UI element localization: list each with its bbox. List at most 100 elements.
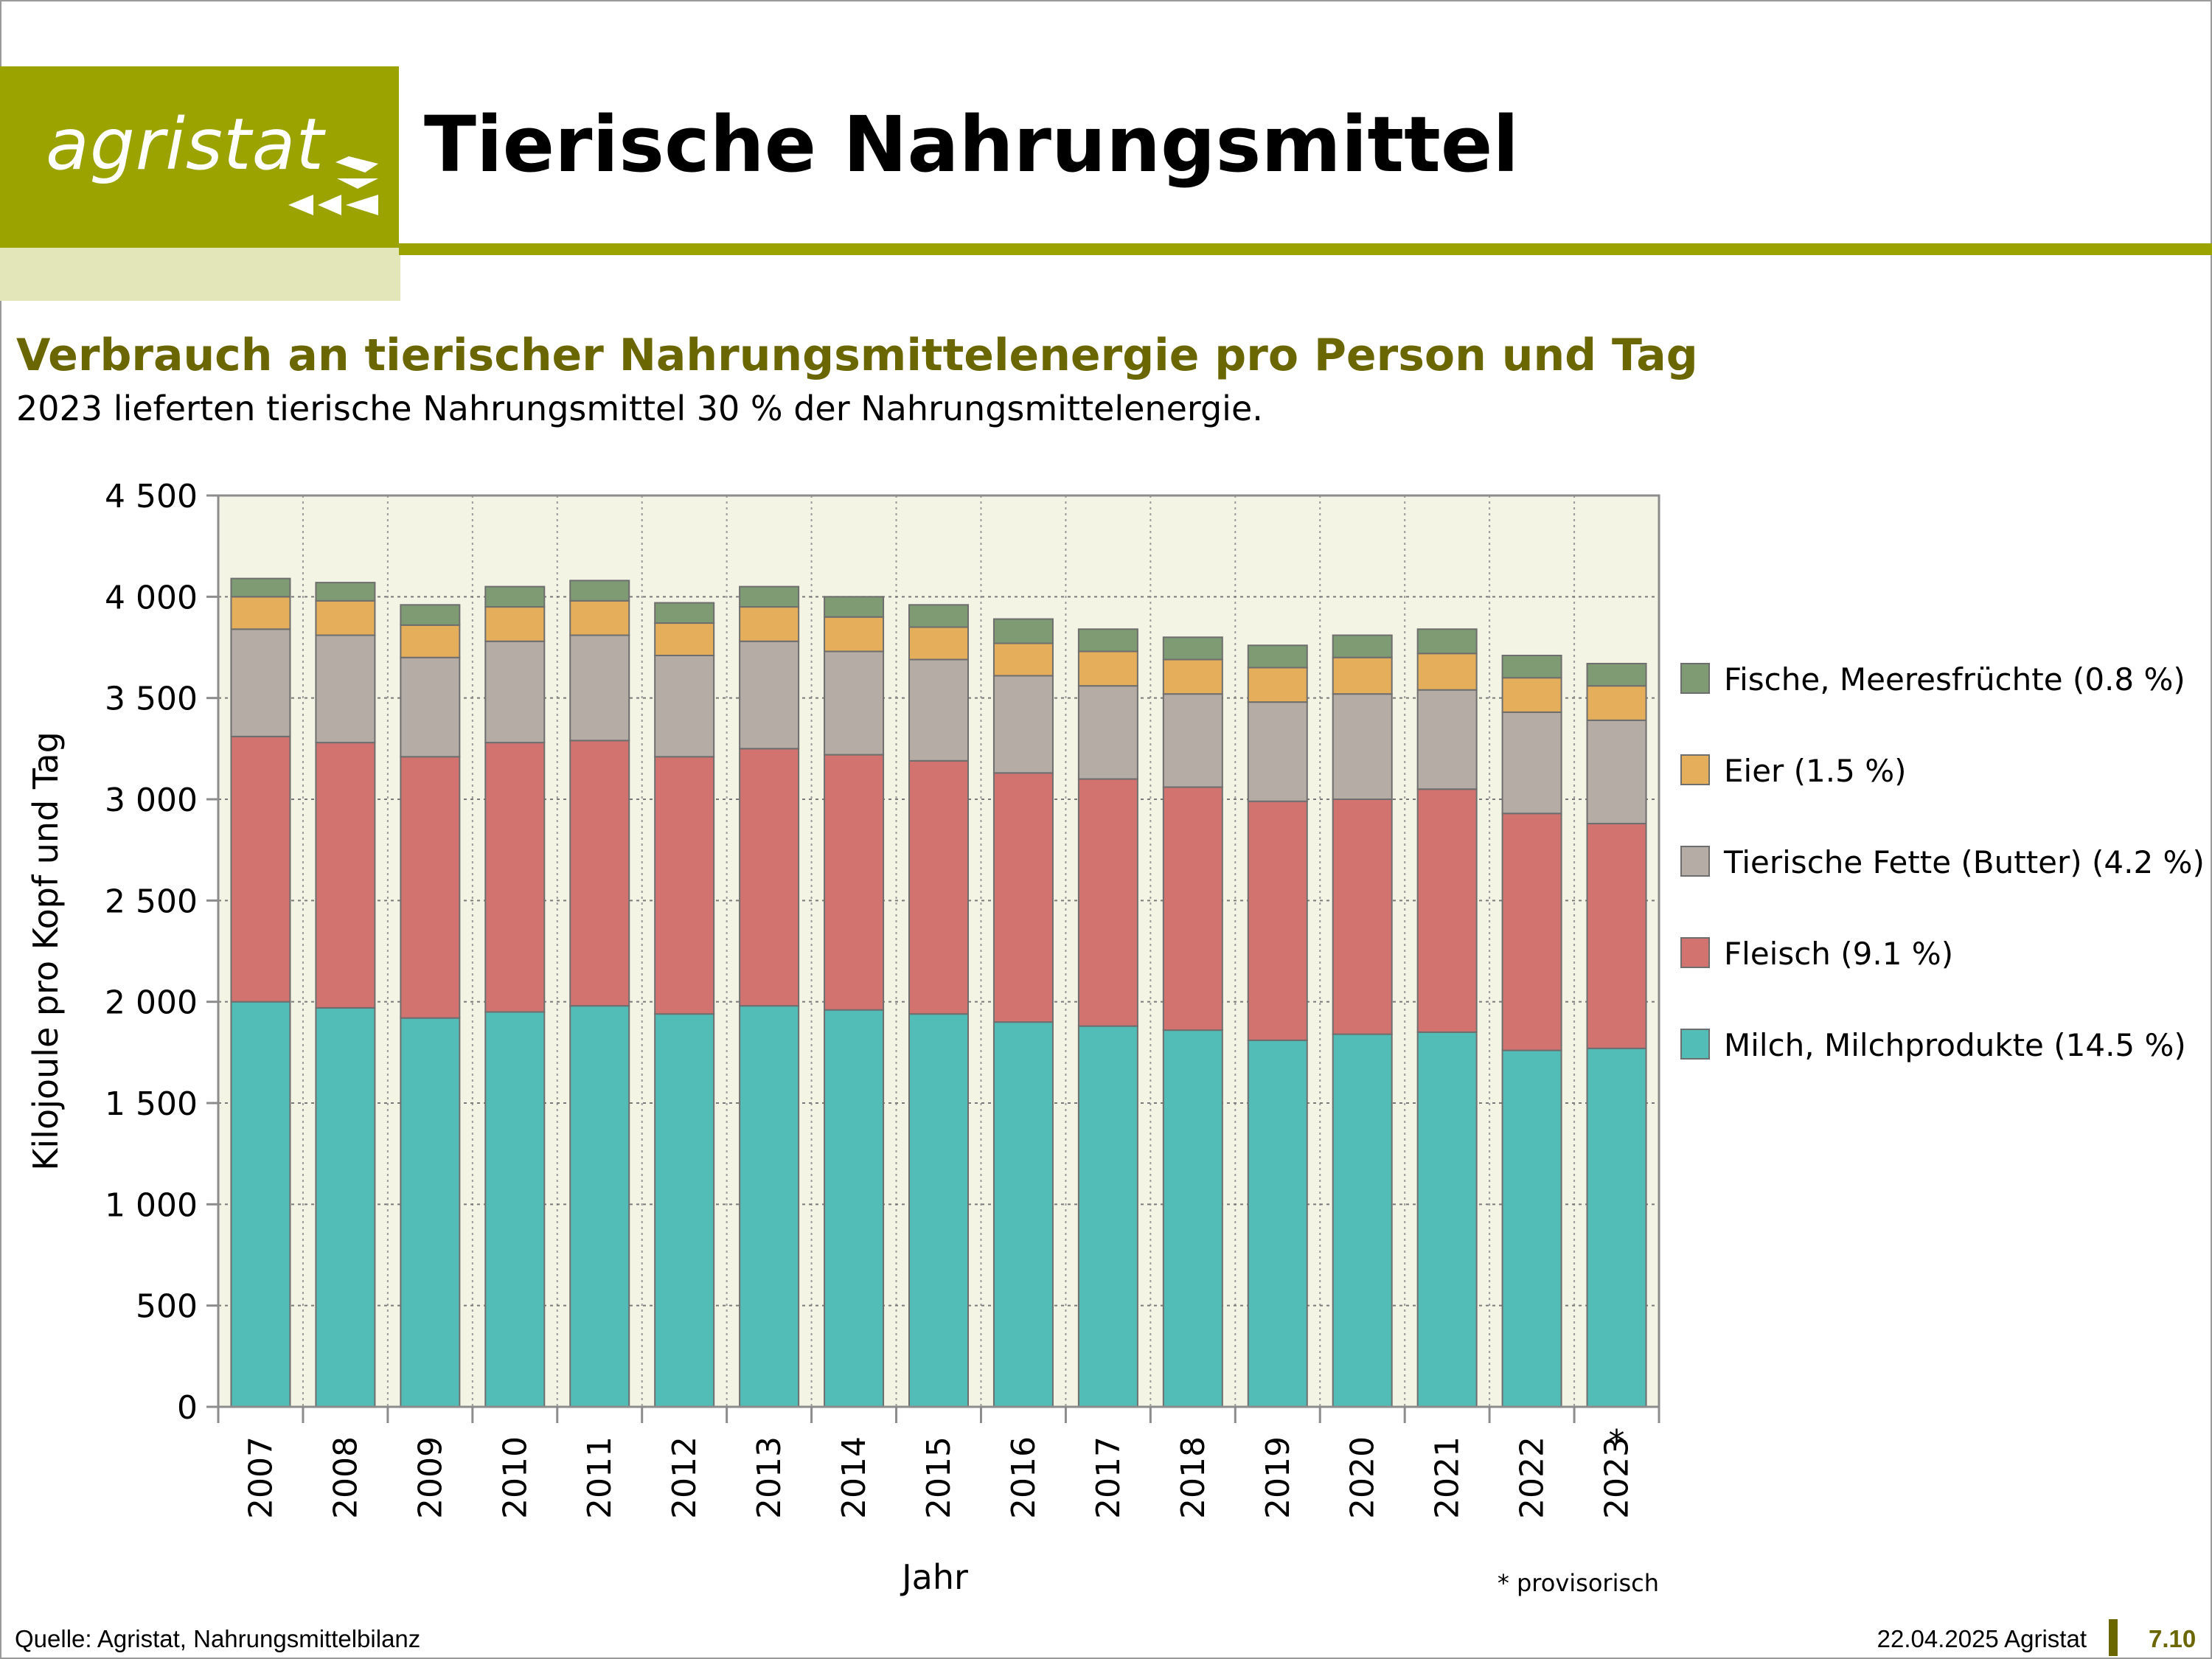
legend-swatch [1680, 846, 1710, 877]
bar-segment-2016-4 [992, 618, 1054, 644]
bar-segment-2007-2 [230, 628, 291, 737]
bar-segment-2012-3 [654, 622, 715, 656]
bar-segment-2010-1 [484, 742, 546, 1013]
bar-segment-2010-0 [484, 1011, 546, 1408]
bar-segment-2016-3 [992, 642, 1054, 677]
x-tick-label: 2007 [242, 1436, 279, 1519]
bar-segment-2007-1 [230, 735, 291, 1003]
bar-segment-2009-1 [400, 756, 461, 1019]
legend-swatch [1680, 1029, 1710, 1060]
x-tick-label: 2023 [1599, 1436, 1636, 1519]
bar-segment-2007-3 [230, 596, 291, 630]
bar-segment-2019-0 [1247, 1039, 1308, 1408]
bar-segment-2018-1 [1162, 786, 1223, 1032]
chart-note: * provisorisch [1498, 1569, 1659, 1597]
bar-segment-2020-0 [1332, 1033, 1393, 1408]
bar-segment-2020-3 [1332, 656, 1393, 695]
bar-segment-2022-4 [1501, 654, 1562, 679]
bar-segment-2022-2 [1501, 711, 1562, 815]
bar-segment-2012-4 [654, 602, 715, 625]
legend-label: Milch, Milchprodukte (14.5 %) [1724, 1027, 2186, 1063]
y-tick-label: 3 500 [105, 681, 198, 718]
bar-segment-2023-0 [1586, 1047, 1647, 1408]
legend-label: Fische, Meeresfrüchte (0.8 %) [1724, 661, 2185, 698]
bar-segment-2023-2 [1586, 719, 1647, 824]
bar-segment-2016-0 [992, 1021, 1054, 1408]
bar-segment-2019-4 [1247, 644, 1308, 669]
y-tick-label: 2 500 [105, 883, 198, 920]
y-tick-label: 1 500 [105, 1085, 198, 1123]
bar-segment-2016-1 [992, 772, 1054, 1023]
bar-segment-2013-2 [739, 640, 800, 750]
bar-segment-2007-0 [230, 1001, 291, 1408]
bar-segment-2017-3 [1077, 650, 1138, 687]
legend-label: Tierische Fette (Butter) (4.2 %) [1723, 844, 2205, 880]
bar-segment-2013-3 [739, 606, 800, 642]
bar-segment-2012-1 [654, 756, 715, 1015]
y-tick-label: 0 [177, 1389, 198, 1427]
footer-date: 22.04.2025 Agristat [1877, 1625, 2087, 1652]
bar-segment-2019-1 [1247, 800, 1308, 1041]
bar-segment-2014-1 [824, 754, 885, 1011]
bar-segment-2023-4 [1586, 662, 1647, 687]
bar-segment-2017-2 [1077, 685, 1138, 780]
chart-subtitle: 2023 lieferten tierische Nahrungsmittel … [16, 389, 1263, 428]
x-tick-label: 2022 [1514, 1436, 1551, 1519]
bar-segment-2021-3 [1416, 653, 1478, 691]
bar-segment-2014-3 [824, 616, 885, 653]
x-tick-label: 2009 [411, 1436, 449, 1519]
x-tick-label: 2020 [1344, 1436, 1382, 1519]
bar-segment-2008-1 [315, 742, 376, 1009]
legend-swatch [1680, 754, 1710, 785]
x-tick-label: 2010 [496, 1436, 534, 1519]
x-tick-label: 2019 [1259, 1436, 1297, 1519]
bar-segment-2020-4 [1332, 634, 1393, 658]
x-tick-label: 2013 [751, 1436, 788, 1519]
bar-segment-2016-2 [992, 675, 1054, 774]
page-title: Tierische Nahrungsmittel [424, 100, 1519, 189]
bar-segment-2015-2 [908, 658, 969, 762]
bar-segment-2023-1 [1586, 822, 1647, 1049]
bar-segment-2018-0 [1162, 1029, 1223, 1408]
bar-segment-2022-0 [1501, 1049, 1562, 1408]
logo-text: agristat [46, 103, 325, 186]
bar-segment-2007-4 [230, 577, 291, 598]
logo-box [0, 66, 399, 248]
bar-segment-2017-0 [1077, 1025, 1138, 1408]
bar-segment-2017-1 [1077, 778, 1138, 1027]
bar-segment-2022-3 [1501, 677, 1562, 713]
x-tick-label: 2012 [666, 1436, 703, 1519]
bar-segment-2021-4 [1416, 628, 1478, 655]
y-tick-label: 1 000 [105, 1186, 198, 1224]
bar-segment-2010-4 [484, 585, 546, 608]
legend-label: Fleisch (9.1 %) [1724, 936, 1953, 972]
bar-segment-2013-4 [739, 585, 800, 608]
bar-segment-2018-2 [1162, 693, 1223, 788]
footer-page-number: 7.10 [2149, 1625, 2197, 1652]
x-tick-label: 2021 [1429, 1436, 1467, 1519]
bar-segment-2015-3 [908, 626, 969, 661]
x-axis-title: Jahr [900, 1557, 968, 1597]
x-tick-label: 2016 [1005, 1436, 1043, 1519]
x-tick-label: 2011 [581, 1436, 619, 1519]
bar-segment-2015-4 [908, 604, 969, 628]
bar-segment-2021-0 [1416, 1031, 1478, 1408]
bar-segment-2020-2 [1332, 693, 1393, 800]
logo-mark-icon [288, 156, 378, 215]
footer-source: Quelle: Agristat, Nahrungsmittelbilanz [15, 1625, 421, 1652]
bar-segment-2012-0 [654, 1013, 715, 1408]
y-tick-label: 3 000 [105, 782, 198, 819]
bar-segment-2019-3 [1247, 667, 1308, 703]
bar-segment-2008-3 [315, 599, 376, 636]
bar-segment-2015-1 [908, 759, 969, 1015]
x-tick-label: 2014 [835, 1436, 873, 1519]
bar-segment-2015-0 [908, 1013, 969, 1408]
bar-segment-2018-4 [1162, 636, 1223, 661]
bar-segment-2021-2 [1416, 689, 1478, 790]
bar-segment-2008-0 [315, 1006, 376, 1408]
bar-segment-2010-3 [484, 606, 546, 642]
bar-segment-2010-2 [484, 640, 546, 744]
bar-segment-2011-0 [569, 1005, 630, 1408]
bar-segment-2009-3 [400, 624, 461, 658]
